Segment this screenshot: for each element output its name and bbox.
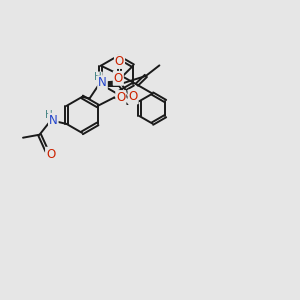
Text: N: N	[49, 114, 58, 127]
Text: O: O	[46, 148, 55, 161]
Text: O: O	[128, 90, 138, 104]
Text: N: N	[98, 76, 107, 89]
Text: O: O	[115, 55, 124, 68]
Text: H: H	[94, 72, 102, 82]
Text: H: H	[45, 110, 52, 120]
Text: O: O	[114, 72, 123, 85]
Text: O: O	[116, 91, 125, 104]
